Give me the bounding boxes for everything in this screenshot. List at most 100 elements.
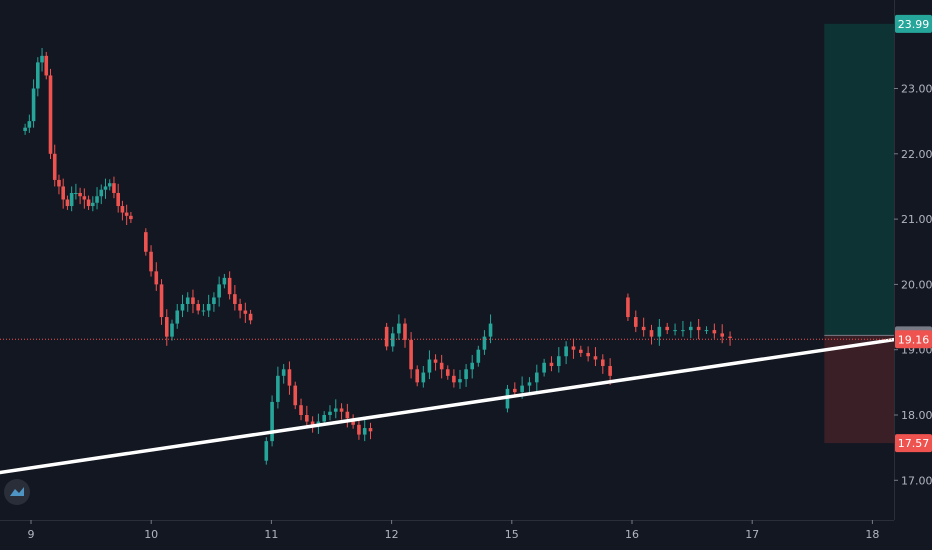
candle-body <box>248 313 253 321</box>
candle-body <box>57 179 61 187</box>
candle-body <box>31 88 36 122</box>
candle-body <box>243 310 248 314</box>
candle-body <box>649 330 654 337</box>
candle-body <box>95 196 99 203</box>
candle-body <box>293 385 298 406</box>
candle-body <box>61 186 65 200</box>
candle-body <box>112 183 116 193</box>
target-zone[interactable] <box>824 23 894 336</box>
candle-body <box>91 202 95 207</box>
candle-body <box>281 369 286 376</box>
candle-body <box>445 369 450 376</box>
candle-body <box>217 284 221 298</box>
candle-body <box>206 303 211 311</box>
x-tick-label: 11 <box>264 528 278 541</box>
stop-zone[interactable] <box>824 335 894 444</box>
candle-body <box>227 277 232 295</box>
price-tag-label: 23.99 <box>898 18 930 31</box>
candle-body <box>196 303 200 311</box>
candle-body <box>520 385 524 393</box>
candle-body <box>564 346 568 357</box>
candle-body <box>557 356 561 367</box>
x-tick-label: 15 <box>505 528 519 541</box>
candle-body <box>175 310 180 324</box>
candle-body <box>696 326 701 331</box>
candle-body <box>82 196 87 200</box>
candle-body <box>233 294 237 304</box>
candle-body <box>608 366 612 376</box>
candle-body <box>712 330 717 334</box>
candle-body <box>397 323 401 334</box>
y-tick-label: 17.00 <box>901 474 932 487</box>
price-tag-label: 19.16 <box>898 333 930 346</box>
candle-body <box>316 421 321 425</box>
candle-body <box>403 323 407 340</box>
candle-body <box>542 362 546 373</box>
candle-body <box>357 424 361 435</box>
candle-body <box>180 303 185 311</box>
trendline[interactable] <box>0 337 899 475</box>
candle-body <box>78 192 82 197</box>
candle-body <box>65 199 70 207</box>
candle-body <box>103 186 108 190</box>
candle-body <box>264 441 269 461</box>
candle-body <box>345 411 350 419</box>
candle-body <box>144 232 148 252</box>
time-axis[interactable]: 9 10 11 12 15 16 17 18 <box>0 520 894 541</box>
candle-body <box>52 153 57 180</box>
candle-body <box>433 359 438 363</box>
x-tick-label: 18 <box>865 528 879 541</box>
candle-body <box>238 303 242 311</box>
candle-body <box>390 333 395 347</box>
candle-body <box>116 192 120 207</box>
candle-body <box>69 192 74 207</box>
plot-background <box>0 0 894 520</box>
candle-body <box>464 369 468 380</box>
price-tag-label: 17.57 <box>898 437 930 450</box>
y-tick-label: 21.00 <box>901 213 932 226</box>
candle-body <box>688 326 693 331</box>
candle-body <box>74 192 78 194</box>
candle-body <box>129 215 133 220</box>
candle-body <box>99 189 104 197</box>
candle-body <box>191 297 195 304</box>
candle-body <box>452 375 456 383</box>
position-zones <box>824 23 894 444</box>
candle-body <box>339 408 344 412</box>
candle-body <box>427 359 432 373</box>
price-tag <box>895 434 932 453</box>
x-tick-label: 10 <box>144 528 158 541</box>
candle-body <box>322 415 326 422</box>
candle-body <box>212 297 216 304</box>
candle-body <box>601 359 605 367</box>
candle-body <box>633 317 638 327</box>
candle-body <box>470 362 475 370</box>
candle-body <box>149 251 153 272</box>
x-tick-label: 16 <box>625 528 639 541</box>
y-tick-label: 23.00 <box>901 83 932 96</box>
candle-body <box>36 62 40 89</box>
candle-body <box>305 415 309 422</box>
candle-body <box>476 349 481 363</box>
candle-body <box>86 199 91 207</box>
candle-body <box>657 326 662 337</box>
price-tag <box>895 14 932 33</box>
x-tick-label: 9 <box>28 528 35 541</box>
candle-body <box>421 372 426 383</box>
price-tag <box>895 330 932 349</box>
tradingview-logo-icon[interactable] <box>4 479 30 505</box>
candle-body <box>673 330 677 332</box>
candle-body <box>276 375 280 402</box>
candle-body <box>368 428 373 432</box>
candle-body <box>535 372 539 383</box>
x-tick-label: 12 <box>385 528 399 541</box>
candle-body <box>328 411 332 415</box>
candle-body <box>299 405 303 415</box>
candle-body <box>593 356 598 360</box>
y-tick-label: 18.00 <box>901 409 932 422</box>
candle-body <box>287 369 292 386</box>
candle-body <box>720 333 725 337</box>
candle-body <box>201 310 206 312</box>
